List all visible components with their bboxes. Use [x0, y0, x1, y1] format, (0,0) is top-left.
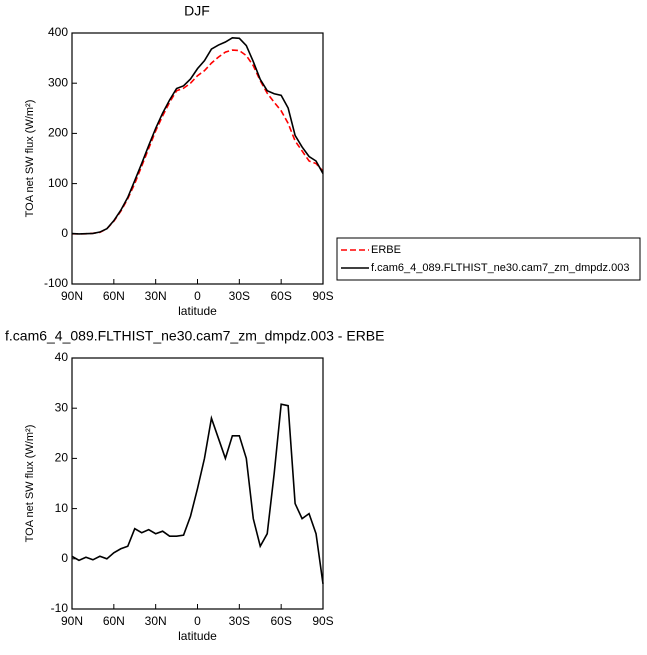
y-tick-label: 30: [55, 400, 69, 414]
x-tick-label: 60S: [270, 614, 291, 628]
y-tick-label: 300: [48, 75, 68, 89]
y-tick-label: -100: [44, 276, 68, 290]
y-axis-label: TOA net SW flux (W/m²): [24, 425, 36, 543]
x-tick-label: 30N: [145, 614, 167, 628]
x-tick-label: 90N: [61, 289, 83, 303]
x-tick-label: 90S: [312, 289, 333, 303]
data-line: [71, 403, 324, 585]
y-tick-label: -10: [51, 601, 69, 615]
x-tick-label: 60S: [270, 289, 291, 303]
y-tick-label: 10: [55, 501, 69, 515]
y-tick-label: 400: [48, 25, 68, 39]
plot-frame: [71, 32, 324, 285]
y-axis-label: TOA net SW flux (W/m²): [24, 100, 36, 218]
data-line: [72, 49, 324, 235]
x-tick-label: 0: [194, 289, 201, 303]
y-tick-label: 100: [48, 176, 68, 190]
chart-title: f.cam6_4_089.FLTHIST_ne30.cam7_zm_dmpdz.…: [5, 328, 384, 344]
x-tick-label: 90S: [312, 614, 333, 628]
x-tick-label: 0: [194, 614, 201, 628]
y-tick-label: 0: [61, 551, 68, 565]
y-tick-label: 40: [55, 350, 69, 364]
plot-frame: [71, 357, 324, 610]
x-tick-label: 30N: [145, 289, 167, 303]
y-tick-label: 20: [55, 451, 69, 465]
legend-box: [336, 237, 641, 281]
x-tick-label: 30S: [229, 614, 250, 628]
x-tick-label: 30S: [229, 289, 250, 303]
y-tick-label: 200: [48, 126, 68, 140]
x-axis-label: latitude: [178, 629, 217, 643]
legend-label: f.cam6_4_089.FLTHIST_ne30.cam7_zm_dmpdz.…: [371, 262, 629, 274]
x-tick-label: 90N: [61, 614, 83, 628]
y-tick-label: 0: [61, 226, 68, 240]
legend-label: ERBE: [371, 244, 401, 256]
data-line: [71, 36, 324, 235]
chart-title: DJF: [184, 3, 210, 19]
x-axis-label: latitude: [178, 304, 217, 318]
x-tick-label: 60N: [103, 614, 125, 628]
x-tick-label: 60N: [103, 289, 125, 303]
